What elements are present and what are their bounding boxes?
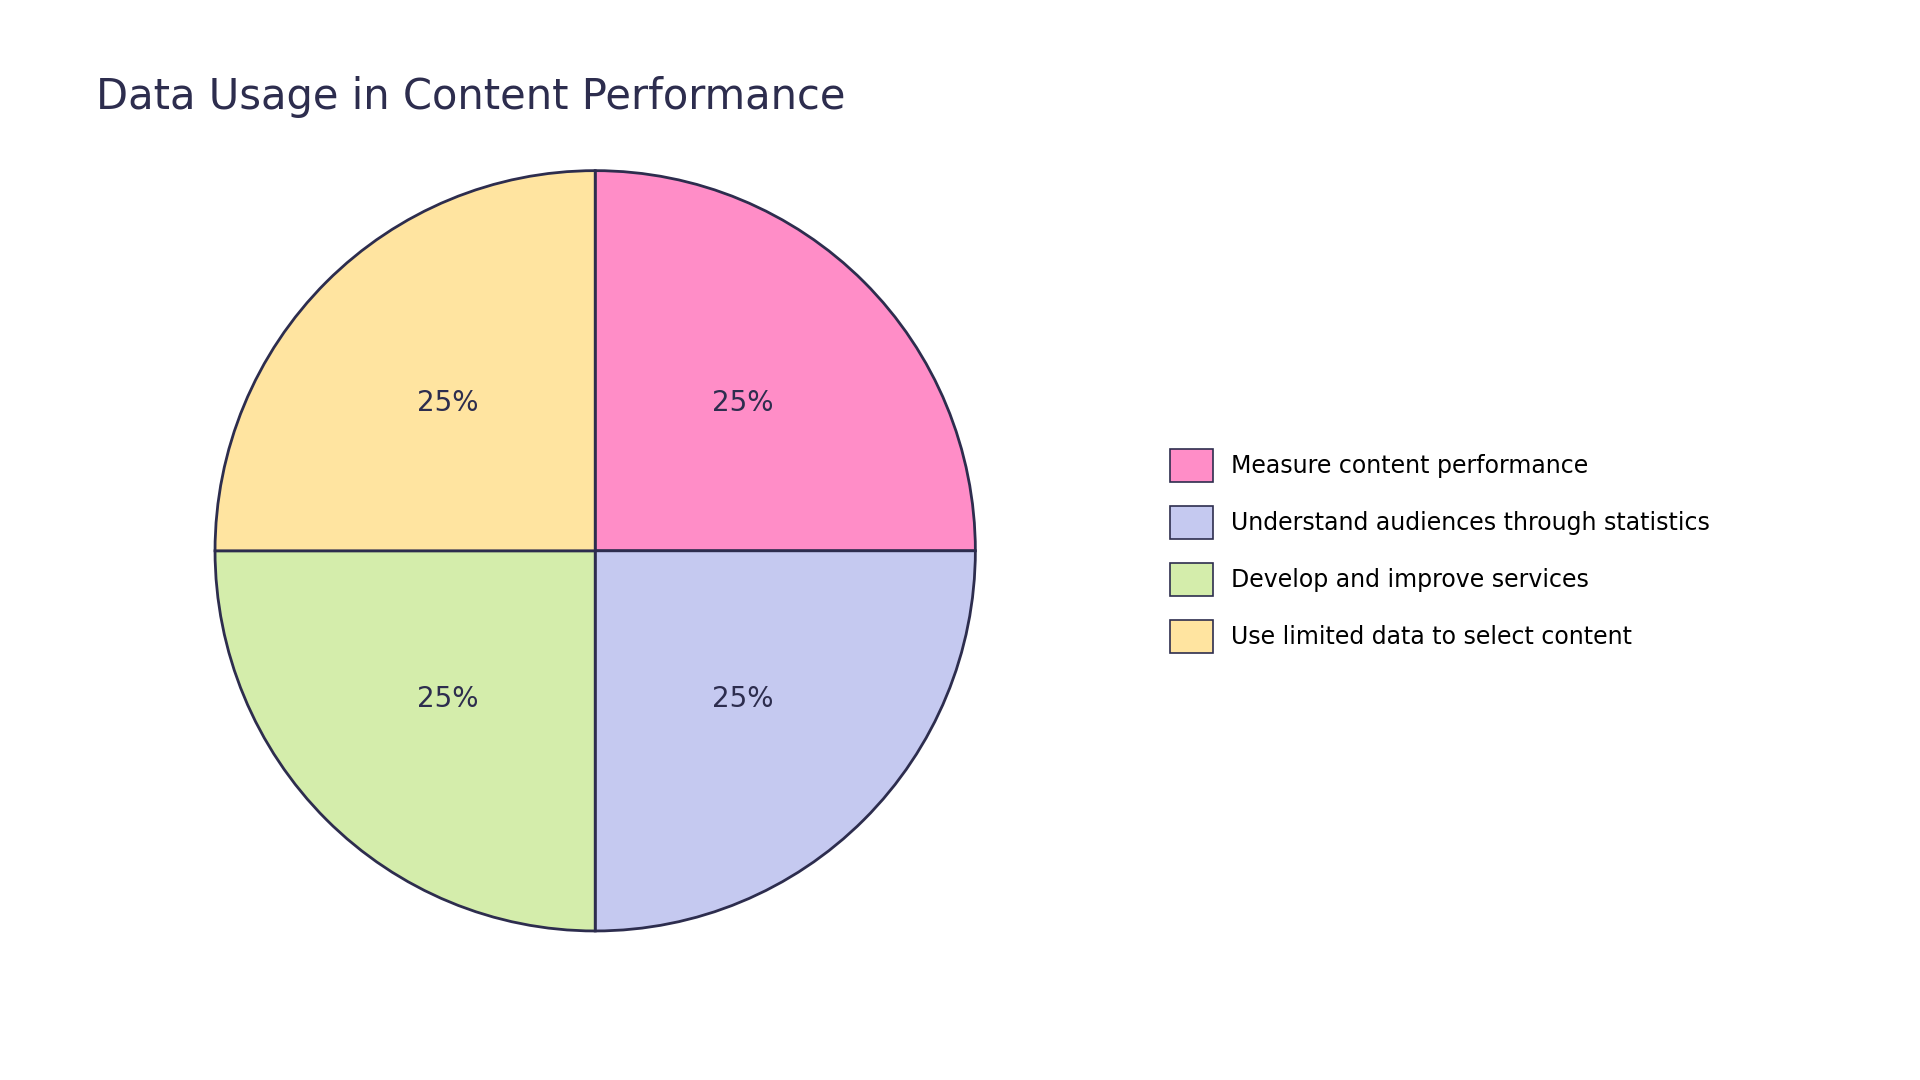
Text: 25%: 25% [417, 389, 478, 417]
Wedge shape [595, 551, 975, 931]
Legend: Measure content performance, Understand audiences through statistics, Develop an: Measure content performance, Understand … [1158, 436, 1722, 665]
Text: 25%: 25% [417, 685, 478, 713]
Text: 25%: 25% [712, 685, 774, 713]
Text: Data Usage in Content Performance: Data Usage in Content Performance [96, 76, 845, 118]
Text: 25%: 25% [712, 389, 774, 417]
Wedge shape [215, 551, 595, 931]
Wedge shape [595, 171, 975, 551]
Wedge shape [215, 171, 595, 551]
